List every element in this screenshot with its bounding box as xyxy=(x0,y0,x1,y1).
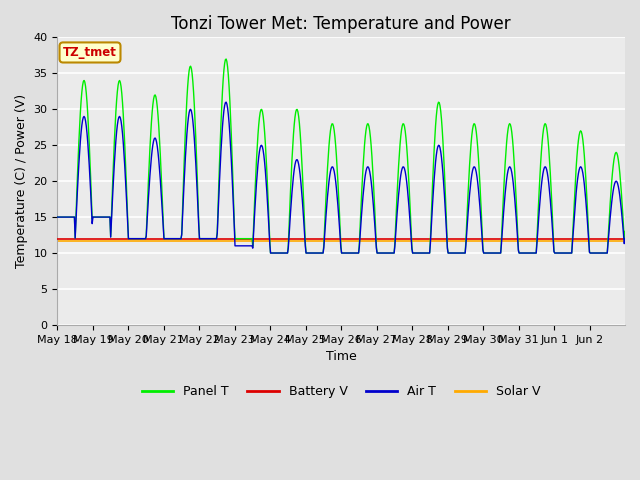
Panel T xyxy=(267,250,275,256)
Air T xyxy=(621,236,629,241)
Solar V xyxy=(274,238,282,244)
Panel T xyxy=(225,84,233,90)
Legend: Panel T, Battery V, Air T, Solar V: Panel T, Battery V, Air T, Solar V xyxy=(136,380,546,403)
Panel T xyxy=(253,144,261,150)
Panel T xyxy=(433,106,441,112)
Solar V xyxy=(400,238,408,244)
X-axis label: Time: Time xyxy=(326,350,356,363)
Air T xyxy=(253,170,261,176)
Solar V xyxy=(54,238,61,244)
Air T xyxy=(222,99,230,105)
Solar V xyxy=(253,238,260,244)
Title: Tonzi Tower Met: Temperature and Power: Tonzi Tower Met: Temperature and Power xyxy=(172,15,511,33)
Battery V xyxy=(621,236,629,241)
Battery V xyxy=(274,236,282,241)
Air T xyxy=(54,214,61,220)
Solar V xyxy=(120,238,128,244)
Solar V xyxy=(225,238,232,244)
Battery V xyxy=(225,236,232,241)
Air T xyxy=(433,147,441,153)
Panel T xyxy=(120,126,128,132)
Panel T xyxy=(621,228,629,234)
Solar V xyxy=(432,238,440,244)
Panel T xyxy=(401,128,409,134)
Air T xyxy=(225,120,233,126)
Battery V xyxy=(400,236,408,241)
Air T xyxy=(276,250,284,256)
Line: Panel T: Panel T xyxy=(58,59,625,253)
Battery V xyxy=(54,236,61,241)
Line: Air T: Air T xyxy=(58,102,625,253)
Battery V xyxy=(432,236,440,241)
Text: TZ_tmet: TZ_tmet xyxy=(63,46,117,59)
Air T xyxy=(120,151,128,156)
Panel T xyxy=(54,214,61,220)
Air T xyxy=(401,169,409,175)
Y-axis label: Temperature (C) / Power (V): Temperature (C) / Power (V) xyxy=(15,94,28,268)
Solar V xyxy=(621,238,629,244)
Battery V xyxy=(120,236,128,241)
Panel T xyxy=(222,56,230,62)
Battery V xyxy=(253,236,260,241)
Panel T xyxy=(276,250,284,256)
Air T xyxy=(267,250,275,256)
